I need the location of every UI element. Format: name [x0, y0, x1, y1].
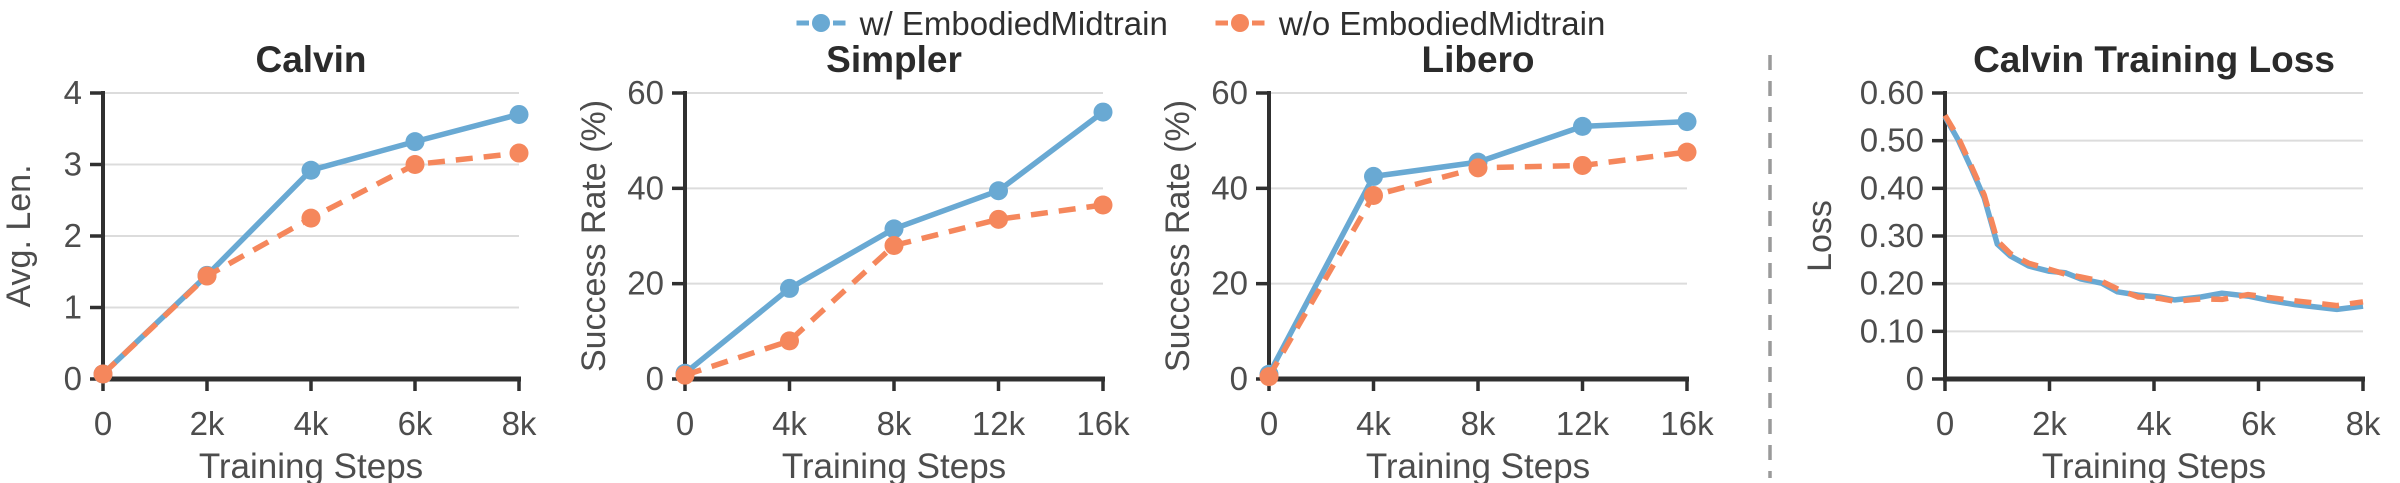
legend: w/ EmbodiedMidtrain w/o EmbodiedMidtrain	[0, 2, 2400, 44]
legend-label: w/o EmbodiedMidtrain	[1278, 4, 1606, 42]
y-axis-label: Loss	[1801, 200, 1839, 272]
x-tick-label: 8k	[502, 405, 537, 442]
data-point-w-embodiedmidtrain	[509, 104, 529, 124]
series-line-w-embodiedmidtrain	[101, 111, 520, 376]
panel-calvin-training-loss: 0 0.10 0.20 0.30 0.40 0.50 0.60 0 2k 4k 6k 8k Calvin…	[1801, 39, 2381, 483]
panel-libero: 0 20 40 60 0 4k 8k 12k 16k Libero Success Rate (%)…	[1159, 39, 1714, 483]
y-tick-label: 40	[627, 169, 664, 206]
data-point-w-embodiedmidtrain	[780, 278, 799, 298]
y-tick-label: 0.30	[1860, 217, 1924, 254]
y-tick-label: 4	[64, 74, 82, 111]
data-point-w-embodiedmidtrain	[1364, 166, 1383, 186]
x-tick-label: 12k	[1556, 405, 1610, 442]
x-tick-label: 16k	[1076, 405, 1130, 442]
data-point-w-o-embodiedmidtrain	[1364, 185, 1383, 205]
y-tick-label: 3	[64, 146, 82, 183]
panel-calvin: 0 1 2 3 4 0 2k 4k 6k 8k Calvin Avg. Len. Training St…	[0, 39, 537, 483]
y-tick-label: 0	[1230, 360, 1248, 397]
y-tick-label: 0.60	[1860, 74, 1924, 111]
series-line-w-o-embodiedmidtrain	[684, 202, 1104, 378]
x-tick-label: 12k	[972, 405, 1026, 442]
x-tick-label: 4k	[294, 405, 329, 442]
x-tick-label: 6k	[398, 405, 433, 442]
x-tick-label: 2k	[190, 405, 225, 442]
x-tick-label: 0	[94, 405, 112, 442]
data-point-w-embodiedmidtrain	[1573, 116, 1592, 136]
y-tick-label: 1	[64, 289, 82, 326]
data-point-w-o-embodiedmidtrain	[884, 236, 904, 256]
data-point-w-o-embodiedmidtrain	[1259, 367, 1279, 387]
data-point-w-o-embodiedmidtrain	[1468, 158, 1488, 178]
x-tick-label: 0	[1936, 405, 1954, 442]
y-tick-label: 0	[646, 360, 664, 397]
y-tick-label: 0.10	[1860, 312, 1924, 349]
data-point-w-embodiedmidtrain	[884, 219, 904, 239]
data-point-w-embodiedmidtrain	[989, 181, 1008, 201]
x-axis-label: Training Steps	[199, 447, 423, 483]
data-point-w-o-embodiedmidtrain	[989, 209, 1008, 229]
panel-simpler: 0 20 40 60 0 4k 8k 12k 16k Simpler Success Rate (%…	[575, 39, 1130, 483]
data-point-w-o-embodiedmidtrain	[93, 364, 113, 384]
data-point-w-o-embodiedmidtrain	[509, 143, 529, 163]
y-tick-label: 40	[1211, 169, 1248, 206]
legend-item-with-midtrain: w/ EmbodiedMidtrain	[795, 7, 1168, 40]
x-tick-label: 4k	[1356, 405, 1391, 442]
data-point-w-embodiedmidtrain	[1677, 112, 1697, 132]
x-tick-label: 4k	[772, 405, 807, 442]
data-point-w-o-embodiedmidtrain	[1093, 195, 1113, 215]
x-axis-label: Training Steps	[1366, 447, 1590, 483]
series-line-w-o-embodiedmidtrain	[101, 150, 520, 377]
x-tick-label: 16k	[1660, 405, 1714, 442]
x-tick-label: 0	[1260, 405, 1278, 442]
y-axis-label: Success Rate (%)	[575, 100, 613, 372]
x-tick-label: 8k	[1461, 405, 1496, 442]
panel-title: Calvin	[255, 39, 366, 80]
line-marker-icon	[1215, 14, 1265, 32]
y-tick-label: 20	[1211, 265, 1248, 302]
x-tick-label: 8k	[2346, 405, 2381, 442]
x-axis-label: Training Steps	[2042, 447, 2266, 483]
x-tick-label: 0	[676, 405, 694, 442]
series-line-w-o-embodiedmidtrain	[1942, 113, 2364, 309]
series-line-w-embodiedmidtrain	[1942, 115, 2364, 313]
panel-title: Simpler	[826, 39, 962, 80]
y-tick-label: 2	[64, 217, 82, 254]
y-tick-label: 0	[64, 360, 82, 397]
panel-title: Calvin Training Loss	[1973, 39, 2335, 80]
y-tick-label: 0.40	[1860, 169, 1924, 206]
data-point-w-o-embodiedmidtrain	[301, 208, 321, 228]
data-point-w-o-embodiedmidtrain	[780, 331, 799, 351]
line-marker-icon	[796, 14, 846, 32]
y-tick-label: 0	[1906, 360, 1924, 397]
y-tick-label: 60	[1211, 74, 1248, 111]
x-tick-label: 6k	[2241, 405, 2276, 442]
panel-title: Libero	[1421, 39, 1534, 80]
series-line-w-o-embodiedmidtrain	[1266, 149, 1688, 378]
x-tick-label: 4k	[2137, 405, 2172, 442]
y-tick-label: 0.20	[1860, 265, 1924, 302]
data-point-w-o-embodiedmidtrain	[405, 155, 425, 174]
x-axis-label: Training Steps	[782, 447, 1006, 483]
data-point-w-o-embodiedmidtrain	[197, 266, 217, 286]
y-tick-label: 20	[627, 265, 664, 302]
y-tick-label: 60	[627, 74, 664, 111]
legend-item-without-midtrain: w/o EmbodiedMidtrain	[1214, 4, 1606, 42]
x-tick-label: 2k	[2032, 405, 2067, 442]
y-axis-label: Avg. Len.	[0, 164, 38, 307]
y-tick-label: 0.50	[1860, 122, 1924, 159]
data-point-w-embodiedmidtrain	[405, 132, 425, 152]
data-point-w-embodiedmidtrain	[301, 160, 321, 180]
x-tick-label: 8k	[877, 405, 912, 442]
data-point-w-o-embodiedmidtrain	[1573, 155, 1592, 175]
data-point-w-o-embodiedmidtrain	[1677, 142, 1697, 162]
data-point-w-embodiedmidtrain	[1093, 102, 1113, 122]
y-axis-label: Success Rate (%)	[1159, 100, 1197, 372]
legend-label: w/ EmbodiedMidtrain	[859, 4, 1168, 42]
data-point-w-o-embodiedmidtrain	[675, 365, 695, 385]
